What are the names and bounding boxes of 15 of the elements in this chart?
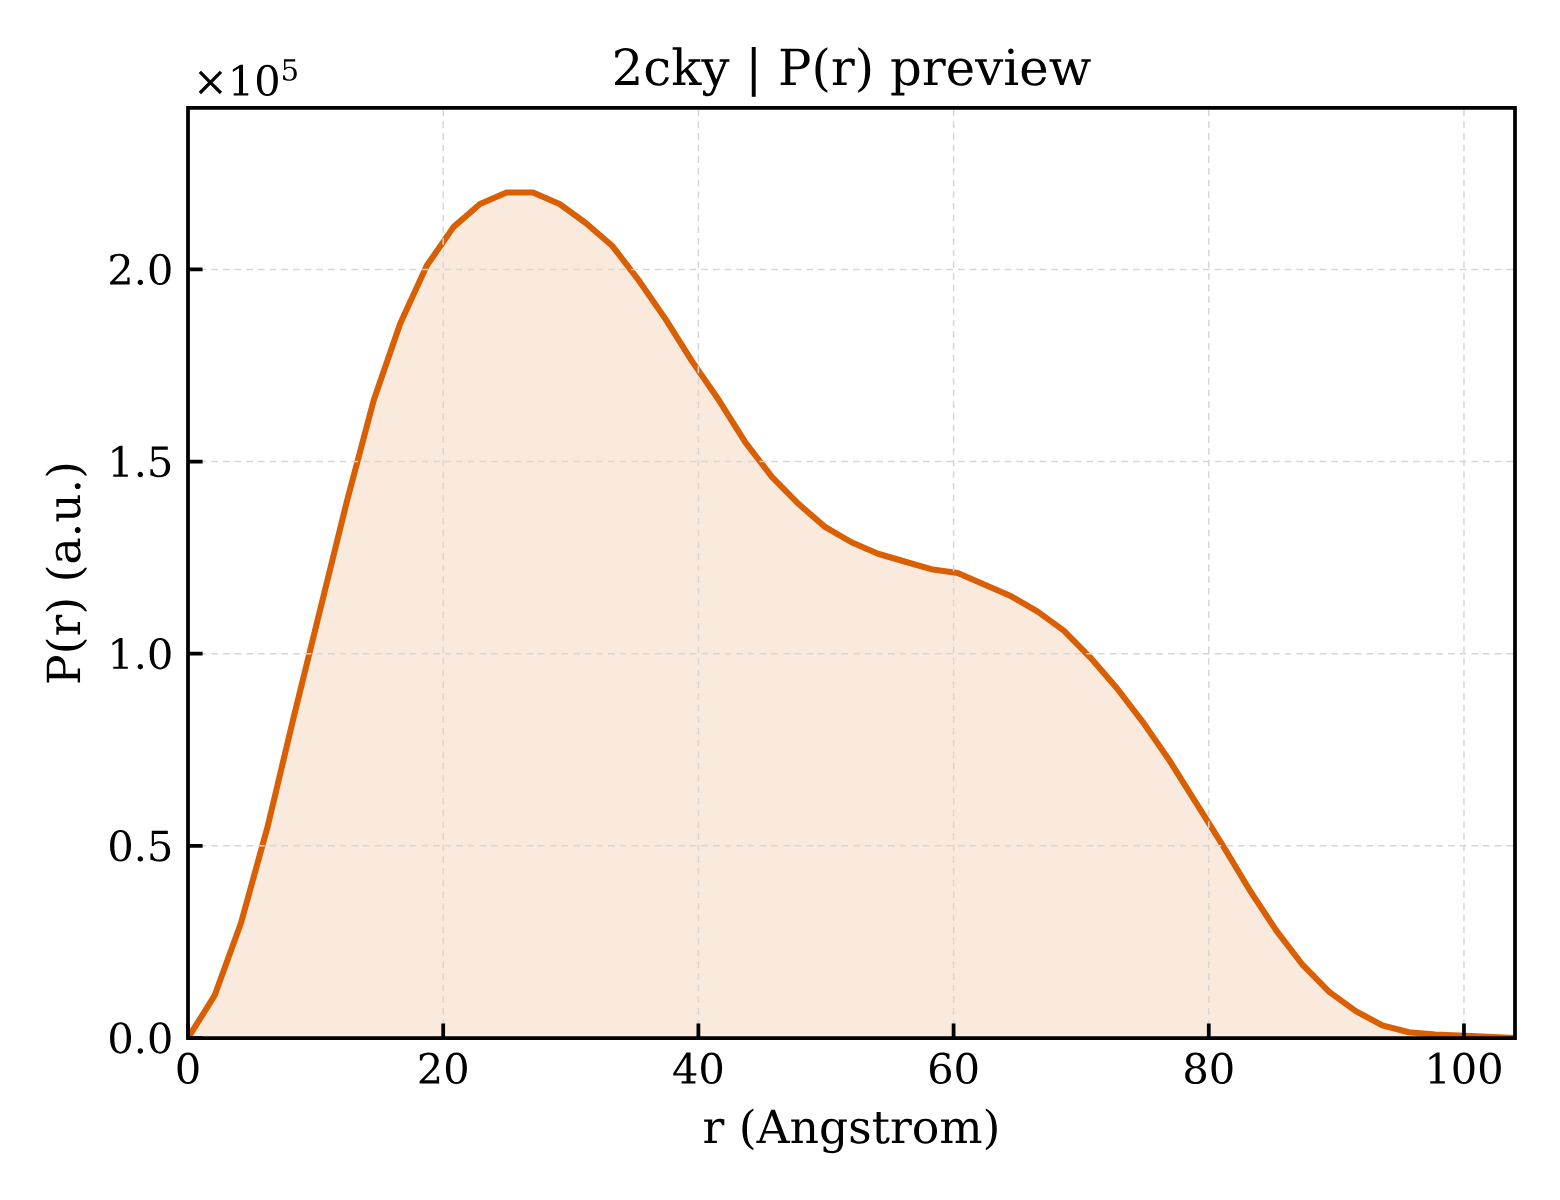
x-tick-label: 20 xyxy=(419,1052,467,1085)
chart-title: 2cky | P(r) preview xyxy=(615,46,1091,97)
x-axis-title: r (Angstrom) xyxy=(704,1108,997,1154)
y-tick-label: 0.5 xyxy=(110,830,171,862)
text: ×10$^{5}$ xyxy=(198,59,297,97)
y-axis-title: P(r) (a.u.) xyxy=(45,464,88,683)
y-tick-label: 1.5 xyxy=(112,445,171,478)
y-tick-label: 0.0 xyxy=(110,1022,171,1054)
x-tick-label: 60 xyxy=(929,1052,978,1085)
x-tick-label: 100 xyxy=(1429,1052,1501,1085)
x-tick-label: 80 xyxy=(1185,1052,1233,1085)
y-tick-label: 1.0 xyxy=(112,637,171,670)
x-tick-label: 0 xyxy=(177,1052,199,1085)
y-tick-label: 2.0 xyxy=(110,253,171,286)
x-tick-label: 40 xyxy=(673,1052,723,1085)
